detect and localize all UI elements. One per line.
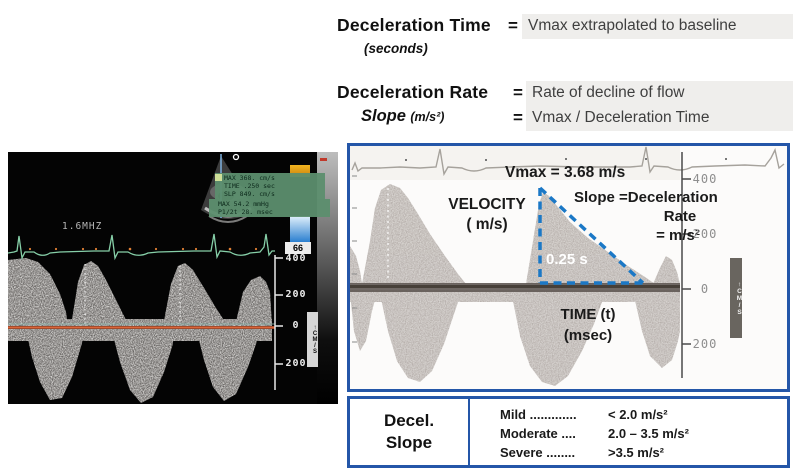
severity-value-moderate: 2.0 – 3.5 m/s² [608,426,689,441]
right-scale-tick-neg200: 200 [692,337,718,351]
right-units-strip-cmps: ↑CM/S [730,258,743,338]
slope-term-units: (m/s²) [410,110,445,124]
right-doppler-annotated-image: Vmax = 3.68 m/s VELOCITY ( m/s) Slope =D… [347,143,790,392]
transducer-frequency-label: 1.6MHZ [62,221,103,232]
slope-equals-sign: = [513,108,523,127]
velocity-axis-label: VELOCITY ( m/s) [428,195,546,235]
definition-deceleration-time-term: Deceleration Time [337,15,491,35]
right-velocity-scale-axis [681,152,691,378]
deceleration-time-units: (seconds) [364,41,428,56]
severity-table-header: Decel. Slope [350,399,470,465]
slope-annotation-line1: Slope =Deceleration [574,189,718,206]
measurement-max-gradient: MAX 54.2 mmHg [218,200,269,208]
severity-header-line1: Decel. [383,410,435,430]
deceleration-triangle [538,186,645,285]
right-scale-tick-400: 400 [692,172,718,186]
measurement-readout-primary: MAX 368. cm/s TIME .250 sec SLP 849. cm/… [215,173,325,199]
deceleration-rate-formula: Rate of decline of flow [526,81,793,106]
severity-row-severe: Severe ........ >3.5 m/s² [500,443,787,462]
left-scale-tick-200: 200 [285,289,307,300]
slope-annotation-line3: = m/s² [656,227,700,244]
definition-deceleration-rate-term: Deceleration Rate [337,82,489,102]
color-scale-bar [290,216,310,242]
severity-table-rows: Mild ............. < 2.0 m/s² Moderate ..… [470,399,787,465]
right-scale-tick-0: 0 [700,282,710,296]
measurement-cursor-chip [215,174,222,181]
left-scale-tick-400: 400 [285,253,307,264]
left-scale-tick-0: 0 [292,320,300,331]
gain-value-box: 66 [285,242,311,254]
probe-orientation-marker [232,153,240,161]
right-doppler-graphics [350,146,787,389]
deceleration-rate-equals-sign: = [513,83,523,102]
ecg-band-background [350,146,680,180]
left-velocity-scale-axis [274,255,283,390]
severity-row-moderate: Moderate .... 2.0 – 3.5 m/s² [500,424,787,443]
measurement-readout-secondary: MAX 54.2 mmHg P1/2t 28. msec [209,199,330,217]
left-scale-tick-neg200: 200 [285,358,307,369]
right-scale-tick-200: 200 [692,227,718,241]
ecg-time-dots [405,158,727,161]
severity-value-mild: < 2.0 m/s² [608,407,668,422]
time-axis-label: TIME (t) (msec) [540,304,636,346]
velocity-axis-units: ( m/s) [466,216,508,233]
slope-term-label: Slope [361,107,406,125]
deceleration-interval-label: 0.25 s [546,251,588,268]
time-axis-units: (msec) [563,327,613,344]
left-edge-ticks [352,175,357,343]
deceleration-time-formula: Vmax extrapolated to baseline [522,14,793,39]
severity-value-severe: >3.5 m/s² [608,445,665,460]
measurement-slope: SLP 849. cm/s [224,190,275,198]
severity-label-mild: Mild ............. [500,407,577,422]
ecg-timing-markers [28,247,258,251]
slope-formula: Vmax / Deceleration Time [526,106,793,131]
velocity-axis-text: VELOCITY [448,196,526,213]
ecg-trace-gray [351,146,785,177]
measurement-time: TIME .250 sec [224,182,275,190]
time-axis-text: TIME (t) [560,306,616,323]
severity-row-mild: Mild ............. < 2.0 m/s² [500,405,787,424]
severity-label-severe: Severe ........ [500,445,576,460]
ecg-trace-green [7,233,275,261]
measurement-pressure-half-time: P1/2t 28. msec [218,208,273,216]
baseline-line [350,285,680,288]
left-units-strip-cmps: ↑CM/S [307,312,318,367]
severity-header-line2: Slope [385,433,433,452]
decel-slope-severity-table: Decel. Slope Mild ............. < 2.0 m/s… [347,396,790,468]
slope-annotation-line2: Rate [663,208,697,225]
definition-slope-term: Slope (m/s²) [361,107,444,126]
left-doppler-spectrogram-image: 1.6MHZ MAX 368. cm/s TIME .250 sec SLP 8… [7,152,338,404]
deceleration-time-equals-sign: = [508,16,518,35]
measurement-max-velocity: MAX 368. cm/s [224,174,275,182]
severity-label-moderate: Moderate .... [500,426,576,441]
vmax-annotation: Vmax = 3.68 m/s [505,164,626,181]
grayscale-bar-marker [320,158,327,161]
triangle-slope-hypotenuse [538,186,645,285]
